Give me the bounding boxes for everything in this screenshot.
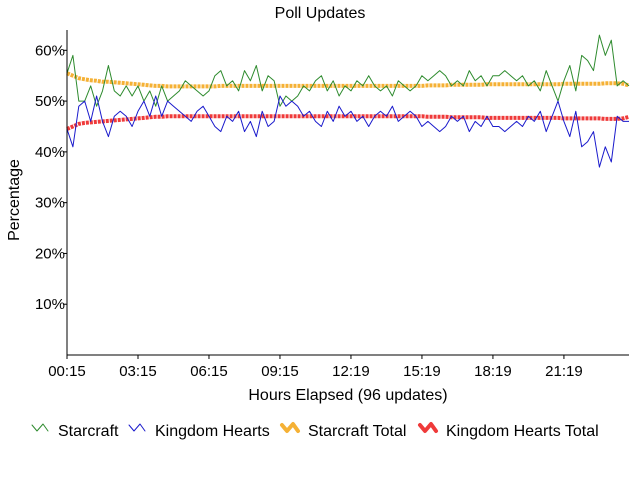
series-line-kingdom-hearts-total [66, 114, 630, 131]
legend-label: Kingdom Hearts Total [446, 423, 599, 440]
x-tick-label: 21:19 [545, 363, 583, 380]
chart-title: Poll Updates [275, 5, 366, 22]
y-tick-label: 10% [35, 296, 65, 313]
x-tick-label: 00:15 [48, 363, 86, 380]
legend-item: Starcraft Total [280, 422, 406, 440]
x-tick-label: 12:19 [332, 363, 370, 380]
series-layer [66, 34, 630, 168]
legend-swatch [280, 422, 300, 433]
x-tick-label: 03:15 [119, 363, 157, 380]
y-tick-label: 40% [35, 144, 65, 161]
legend-item: Kingdom Hearts Total [418, 422, 599, 440]
y-tick-label: 50% [35, 93, 65, 110]
x-tick-label: 18:19 [474, 363, 512, 380]
legend-swatch [128, 423, 146, 432]
legend-swatch [31, 423, 49, 432]
legend-item: Kingdom Hearts [128, 423, 270, 440]
series-line-starcraft [66, 34, 630, 107]
legend-swatch [418, 422, 438, 433]
y-tick-label: 60% [35, 42, 65, 59]
legend-label: Starcraft Total [308, 423, 406, 440]
y-tick-label: 30% [35, 195, 65, 212]
x-tick-label: 06:15 [190, 363, 228, 380]
y-tick-label: 20% [35, 245, 65, 262]
x-axis-label: Hours Elapsed (96 updates) [248, 387, 447, 404]
legend-item: Starcraft [31, 423, 119, 440]
x-tick-label: 09:15 [261, 363, 299, 380]
series-line-kingdom-hearts [66, 95, 629, 168]
legend: Starcraft Kingdom Hearts Starcraft Total Ki… [31, 422, 599, 440]
x-tick-label: 15:19 [403, 363, 441, 380]
axes-layer: 10% 20% 30% 40% 50% 60% 00:15 03:15 06:15 09:15 12… [35, 30, 629, 380]
y-axis-label: Percentage [6, 159, 23, 241]
legend-label: Kingdom Hearts [155, 423, 270, 440]
series-line-starcraft-total [66, 71, 630, 89]
legend-label: Starcraft [58, 423, 119, 440]
